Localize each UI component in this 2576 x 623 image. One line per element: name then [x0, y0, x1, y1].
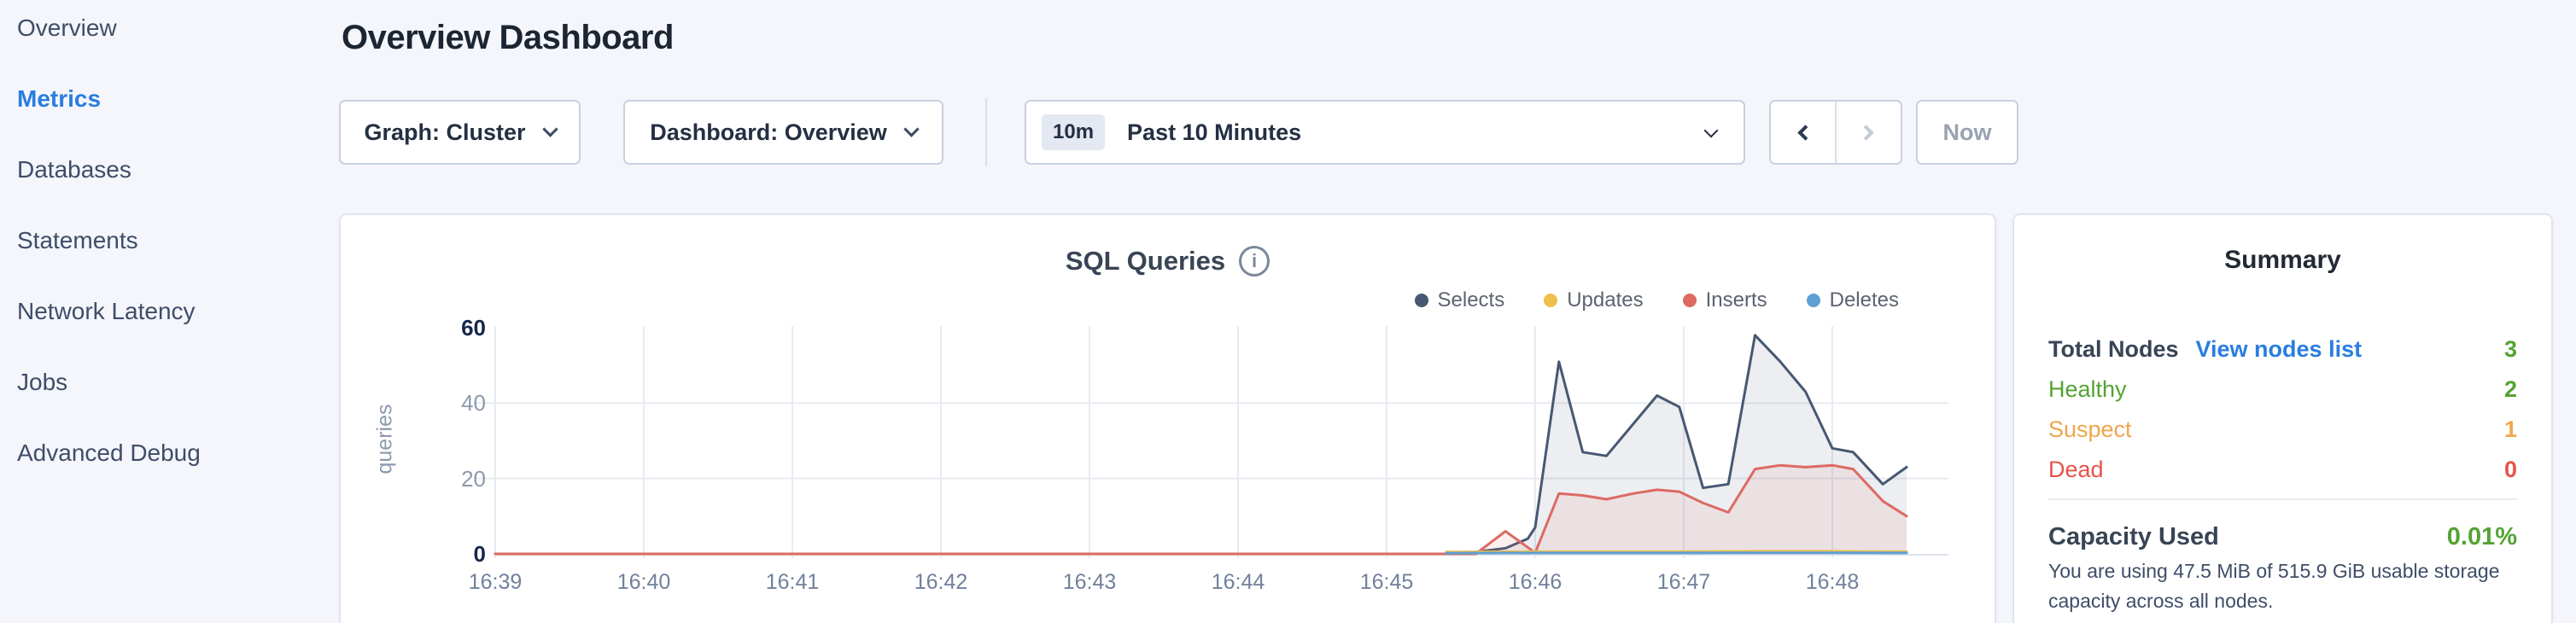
x-tick-label: 16:43	[1062, 570, 1117, 594]
page-title: Overview Dashboard	[342, 19, 674, 56]
y-tick-label: 20	[461, 465, 486, 492]
legend-item-deletes[interactable]: Deletes	[1806, 288, 1899, 312]
summary-row-value: 0	[2503, 457, 2517, 482]
y-tick-label: 0	[473, 541, 486, 567]
x-tick-label: 16:40	[616, 570, 671, 594]
summary-panel: Summary Total Nodes View nodes list 3 Hea…	[2012, 213, 2553, 623]
capacity-used-value: 0.01%	[2446, 523, 2517, 550]
sidebar-item-jobs[interactable]: Jobs	[17, 369, 68, 395]
sidebar-item-network-latency[interactable]: Network Latency	[17, 298, 196, 324]
legend-label: Updates	[1567, 288, 1644, 312]
prev-range-button[interactable]	[1771, 102, 1835, 163]
chart-title-row: SQL Queries i	[341, 246, 1995, 277]
chevron-down-icon	[541, 120, 558, 137]
summary-row-suspect: Suspect 1	[2048, 413, 2517, 445]
capacity-used-label: Capacity Used	[2048, 523, 2219, 550]
chevron-down-icon	[1703, 123, 1719, 138]
time-window-selector[interactable]: 10m Past 10 Minutes	[1025, 100, 1745, 165]
x-tick-label: 16:46	[1508, 570, 1563, 594]
x-tick-label: 16:42	[914, 570, 968, 594]
total-nodes-label: Total Nodes	[2048, 336, 2179, 362]
sql-queries-chart	[474, 326, 1948, 558]
summary-title: Summary	[2224, 246, 2341, 274]
summary-row-value: 2	[2503, 376, 2517, 402]
next-range-button[interactable]	[1835, 102, 1901, 163]
legend-item-updates[interactable]: Updates	[1544, 288, 1644, 312]
legend-label: Inserts	[1705, 288, 1767, 312]
capacity-description: You are using 47.5 MiB of 515.9 GiB usab…	[2048, 560, 2500, 612]
chart-title: SQL Queries	[1065, 246, 1226, 276]
legend-dot-icon	[1806, 294, 1820, 307]
legend-dot-icon	[1682, 294, 1697, 307]
sidebar-item-databases[interactable]: Databases	[17, 156, 131, 183]
chevron-left-icon	[1797, 124, 1814, 141]
x-tick-label: 16:44	[1211, 570, 1265, 594]
chart-legend: Selects Updates Inserts Deletes	[1414, 288, 1899, 312]
x-tick-label: 16:39	[468, 570, 523, 594]
legend-item-inserts[interactable]: Inserts	[1682, 288, 1767, 312]
summary-row-value: 1	[2503, 416, 2517, 442]
total-nodes-value: 3	[2503, 336, 2517, 362]
summary-row-label: Suspect	[2048, 416, 2132, 442]
sidebar-item-metrics[interactable]: Metrics	[17, 85, 102, 112]
x-tick-label: 16:47	[1656, 570, 1711, 594]
dashboard-dropdown-label: Dashboard: Overview	[650, 119, 887, 145]
summary-row-dead: Dead 0	[2048, 453, 2517, 486]
controls-divider	[985, 98, 987, 166]
sql-queries-chart-card: SQL Queries i Selects Updates Inserts Delet…	[339, 213, 1996, 623]
sidebar-item-statements[interactable]: Statements	[17, 227, 138, 253]
capacity-used-row: Capacity Used 0.01%	[2048, 521, 2517, 553]
summary-row-healthy: Healthy 2	[2048, 373, 2517, 405]
now-button[interactable]: Now	[1916, 100, 2018, 165]
summary-row-label: Healthy	[2048, 376, 2127, 402]
x-tick-label: 16:48	[1805, 570, 1860, 594]
view-nodes-list-link[interactable]: View nodes list	[2195, 336, 2363, 362]
info-icon[interactable]: i	[1239, 246, 1270, 277]
graph-dropdown-label: Graph: Cluster	[364, 119, 526, 145]
chevron-right-icon	[1858, 124, 1874, 141]
time-range-nav	[1769, 100, 1902, 165]
legend-label: Selects	[1437, 288, 1505, 312]
x-tick-label: 16:41	[765, 570, 820, 594]
time-window-label: Past 10 Minutes	[1127, 119, 1302, 145]
summary-divider	[2048, 498, 2517, 500]
legend-dot-icon	[1544, 294, 1558, 307]
summary-row-label: Dead	[2048, 457, 2104, 482]
now-button-label: Now	[1942, 119, 1992, 145]
x-tick-label: 16:45	[1359, 570, 1414, 594]
sidebar-item-advanced-debug[interactable]: Advanced Debug	[17, 440, 201, 466]
time-window-badge: 10m	[1042, 114, 1106, 150]
legend-dot-icon	[1414, 294, 1428, 307]
graph-dropdown[interactable]: Graph: Cluster	[339, 100, 581, 165]
total-nodes-row: Total Nodes View nodes list 3	[2048, 333, 2517, 365]
chevron-down-icon	[903, 120, 920, 137]
dashboard-dropdown[interactable]: Dashboard: Overview	[623, 100, 943, 165]
sidebar: Overview Metrics Databases Statements Networ…	[0, 0, 338, 623]
y-tick-label: 60	[461, 315, 486, 341]
legend-label: Deletes	[1829, 288, 1899, 312]
legend-item-selects[interactable]: Selects	[1414, 288, 1505, 312]
y-tick-label: 40	[461, 390, 486, 416]
sidebar-item-overview[interactable]: Overview	[17, 15, 117, 41]
